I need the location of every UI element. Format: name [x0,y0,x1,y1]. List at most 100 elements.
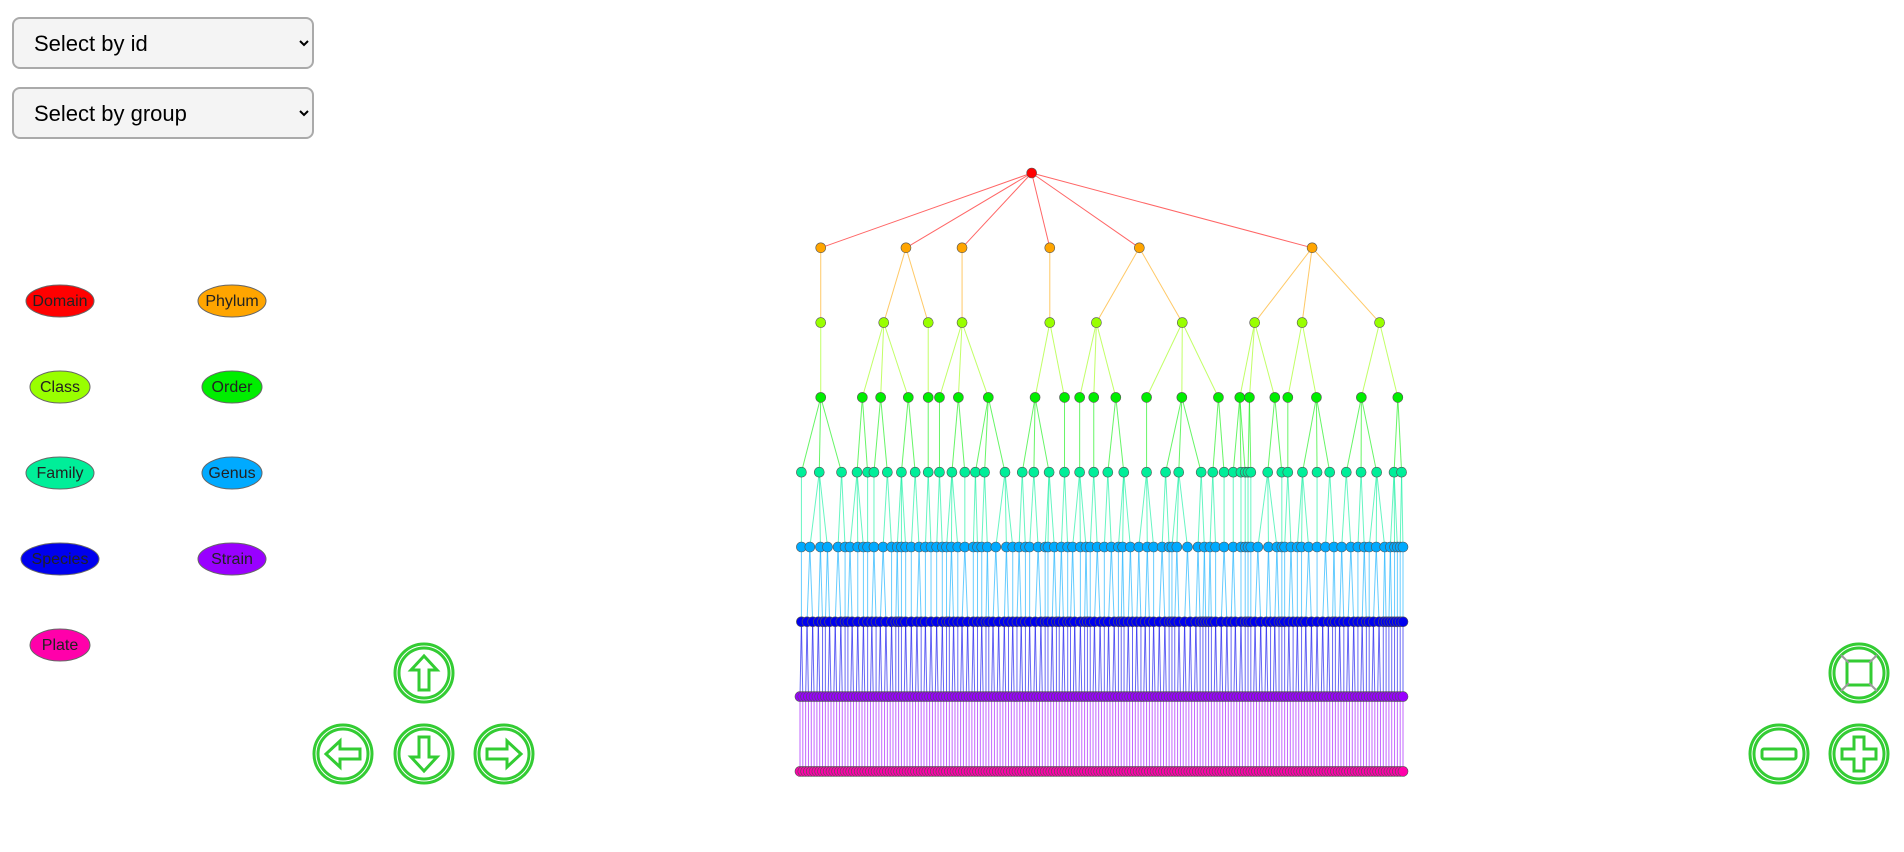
edge [1103,472,1109,548]
edge [826,546,831,622]
tree-node [1207,466,1219,478]
edge [987,397,1006,473]
tree-node [1176,317,1188,328]
edge [1301,472,1303,548]
tree-node [953,392,964,403]
tree-node [1074,392,1085,403]
edge [837,472,843,548]
edge [1203,546,1207,622]
legend-label: Strain [211,551,253,568]
edge [809,472,820,548]
tree-node [990,541,1002,553]
edge [948,546,952,622]
edge [1345,397,1362,473]
edge [1274,546,1278,622]
tree-node [1044,242,1056,254]
tree-node [1249,317,1260,328]
edge [1016,546,1020,622]
tree-node [1195,466,1207,478]
edge [1361,621,1365,697]
edge [1375,546,1380,622]
tree-node [1028,466,1040,478]
edge [1122,546,1125,622]
tree-node [1160,466,1171,478]
edge [1265,621,1269,697]
legend-node [197,284,267,318]
tree-node [1397,766,1409,777]
edge [1353,621,1356,697]
edge [1095,247,1140,323]
edge [880,397,888,473]
down-button[interactable] [393,723,455,785]
edge [953,621,956,697]
tree-node [1297,466,1308,478]
legend-label: Order [212,379,254,396]
legend-label: Genus [208,465,255,482]
select-by-id[interactable]: Select by id [12,17,314,69]
edge [1189,621,1193,697]
fit-button[interactable] [1828,642,1890,704]
edge [1096,546,1101,622]
edge [1085,546,1088,622]
edge [924,472,929,548]
tree-node [922,317,934,328]
edge [1053,546,1057,622]
navigation [312,642,1890,785]
edge [1302,472,1310,548]
edge [1178,621,1181,697]
edge [1029,621,1032,697]
edge [995,546,1000,622]
edge [1138,546,1142,622]
zoom-in-button[interactable] [1828,723,1890,785]
edge [1089,472,1095,548]
edge [1315,397,1318,473]
tree-node [1245,466,1257,478]
edge [879,546,884,622]
zoom-out-button[interactable] [1748,723,1810,785]
edge [1146,472,1148,548]
edge [837,546,842,622]
edge [995,472,1006,548]
edge [882,546,887,622]
edge [900,472,907,548]
edge [1310,621,1314,697]
tree-node [796,466,807,478]
edge [1254,546,1259,622]
tree-node [1141,392,1152,403]
edge [1004,472,1014,548]
edge [834,546,839,622]
edge [896,472,902,548]
edge [951,472,959,548]
tree-node [1044,317,1056,328]
edge [1165,472,1170,548]
edge [1181,322,1219,398]
edge [1031,172,1313,249]
edge [1345,472,1352,548]
select-by-group[interactable]: Select by group [12,87,314,139]
tree-node [1118,466,1130,478]
edge [1209,472,1214,548]
edge [1178,472,1188,548]
tree-node [959,466,971,478]
edge [1127,546,1131,622]
edge [1360,472,1365,548]
edge [905,621,908,697]
edge [1107,397,1117,473]
edge [1058,546,1062,622]
edge [1339,546,1343,622]
edge [1212,397,1219,473]
tree-node [851,466,863,478]
right-button[interactable] [473,723,535,785]
tree-node [1134,242,1145,254]
edge [1288,546,1292,622]
edge [986,546,990,622]
edge [974,397,989,473]
up-button[interactable] [393,642,455,704]
edge [905,247,929,323]
edge [1129,546,1133,622]
edge [857,621,860,697]
edge [998,621,1001,697]
left-button[interactable] [312,723,374,785]
edge [861,397,869,473]
edge [1357,472,1362,548]
